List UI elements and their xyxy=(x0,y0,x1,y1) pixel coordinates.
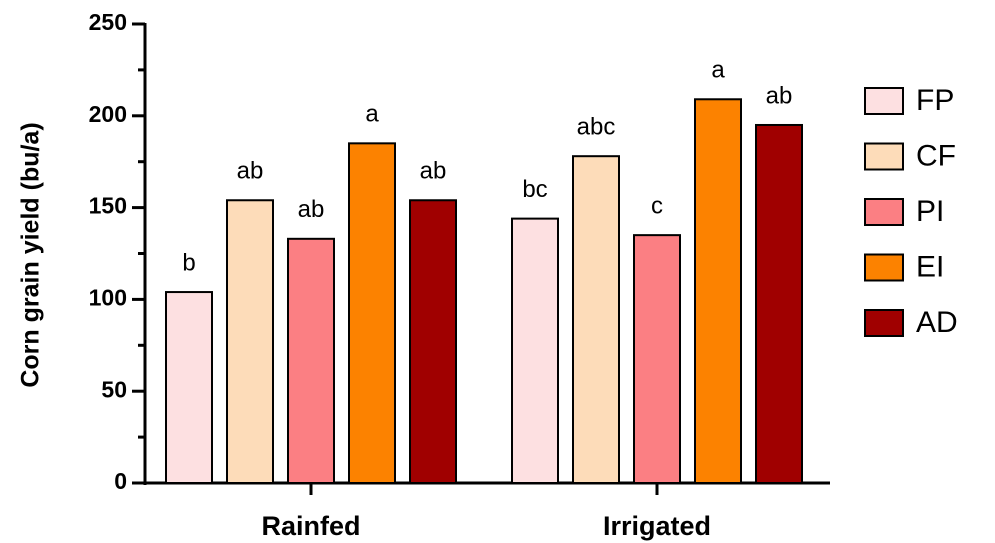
y-tick-label: 0 xyxy=(114,468,127,494)
legend-label: EI xyxy=(916,250,944,283)
legend-label: AD xyxy=(916,306,958,339)
bar xyxy=(165,291,213,484)
y-tick-label: 50 xyxy=(101,376,127,402)
bar xyxy=(694,98,742,484)
bar xyxy=(755,123,803,484)
legend-swatch xyxy=(864,142,904,171)
significance-letter: ab xyxy=(237,158,264,185)
significance-letter: ab xyxy=(766,82,793,109)
y-tick-label: 100 xyxy=(89,284,127,310)
significance-letter: abc xyxy=(577,114,616,141)
bar xyxy=(572,155,620,485)
y-tick-label: 150 xyxy=(89,193,127,219)
legend-label: FP xyxy=(916,84,954,117)
legend-swatch xyxy=(864,87,904,115)
significance-letter: a xyxy=(711,57,725,84)
significance-letter: b xyxy=(182,249,195,276)
y-tick-label: 200 xyxy=(89,101,127,127)
y-tick-label: 250 xyxy=(89,9,127,35)
significance-letter: c xyxy=(651,192,663,219)
legend-label: PI xyxy=(916,195,944,228)
significance-letter: ab xyxy=(298,196,325,223)
significance-letter: a xyxy=(365,101,379,128)
bar xyxy=(287,237,335,484)
legend-swatch xyxy=(864,198,904,226)
bar xyxy=(348,142,396,484)
legend-label: CF xyxy=(916,139,956,172)
x-tick-label: Irrigated xyxy=(603,511,711,541)
significance-letter: ab xyxy=(420,158,447,185)
significance-letter: bc xyxy=(522,176,547,203)
bar xyxy=(511,217,559,484)
legend-swatch xyxy=(864,309,904,337)
legend-swatch xyxy=(864,253,904,282)
bar xyxy=(633,234,681,484)
y-axis-label: Corn grain yield (bu/a) xyxy=(17,122,45,387)
x-tick-label: Rainfed xyxy=(261,511,360,541)
bar xyxy=(226,199,274,484)
bar xyxy=(409,199,457,484)
